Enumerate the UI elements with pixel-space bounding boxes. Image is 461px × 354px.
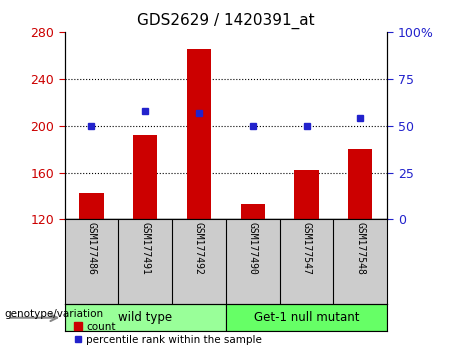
- Text: GSM177491: GSM177491: [140, 222, 150, 275]
- Bar: [187, 50, 211, 219]
- Legend: count, percentile rank within the sample: count, percentile rank within the sample: [70, 317, 266, 349]
- Bar: [79, 193, 104, 219]
- Text: genotype/variation: genotype/variation: [5, 309, 104, 319]
- Text: wild type: wild type: [118, 311, 172, 324]
- Bar: [241, 204, 265, 219]
- Title: GDS2629 / 1420391_at: GDS2629 / 1420391_at: [137, 13, 315, 29]
- Bar: [133, 135, 157, 219]
- Bar: [226, 304, 387, 331]
- Bar: [348, 149, 372, 219]
- Text: GSM177490: GSM177490: [248, 222, 258, 275]
- Text: GSM177548: GSM177548: [355, 222, 366, 275]
- Text: GSM177486: GSM177486: [86, 222, 96, 275]
- Text: GSM177492: GSM177492: [194, 222, 204, 275]
- Bar: [295, 170, 319, 219]
- Text: Get-1 null mutant: Get-1 null mutant: [254, 311, 359, 324]
- Text: GSM177547: GSM177547: [301, 222, 312, 275]
- Bar: [65, 304, 226, 331]
